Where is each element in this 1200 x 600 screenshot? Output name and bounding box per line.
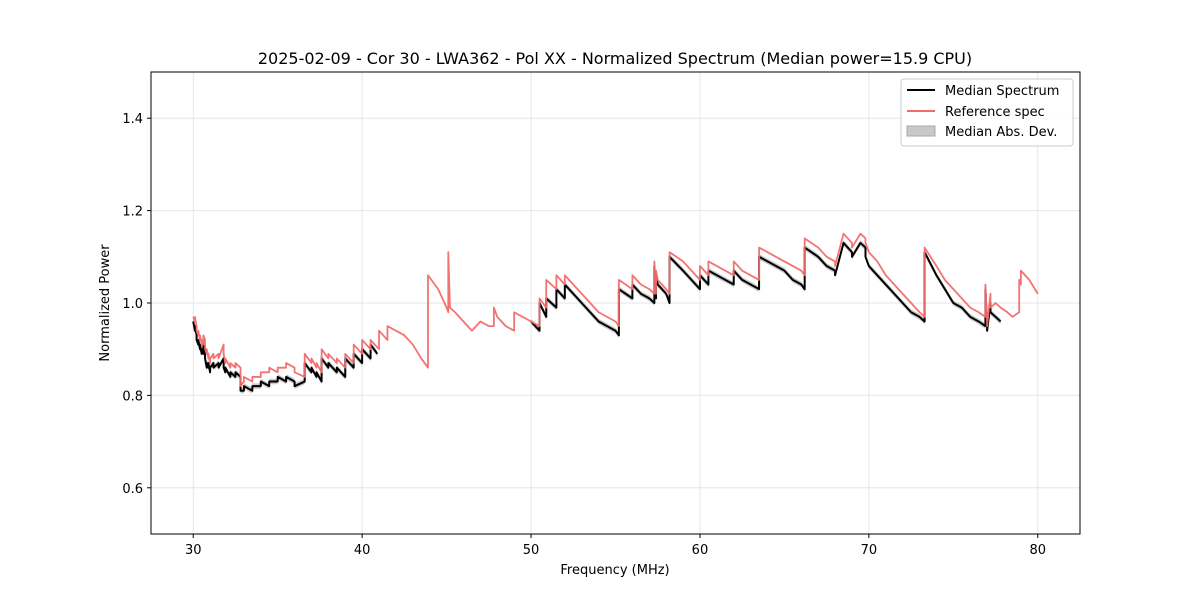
x-axis: 30 40 50 60 70 80	[185, 534, 1046, 558]
legend-label-median: Median Spectrum	[945, 84, 1059, 99]
legend-swatch-mad	[906, 125, 936, 137]
y-axis-label: Normalized Power	[98, 244, 113, 362]
chart-title: 2025-02-09 - Cor 30 - LWA362 - Pol XX - …	[258, 49, 972, 68]
y-axis: 0.6 0.8 1.0 1.2 1.4	[122, 112, 151, 497]
median-spectrum-line	[530, 241, 1002, 337]
legend: Median Spectrum Reference spec Median Ab…	[900, 78, 1074, 147]
plot-area	[192, 232, 1039, 394]
x-tick-label: 40	[354, 543, 371, 558]
y-tick-label: 1.4	[122, 112, 143, 127]
y-tick-label: 0.8	[122, 389, 143, 404]
median-spectrum-line	[192, 321, 379, 392]
legend-box	[900, 78, 1074, 147]
y-tick-label: 1.2	[122, 205, 143, 220]
x-tick-label: 50	[523, 543, 540, 558]
x-tick-label: 70	[861, 543, 878, 558]
x-tick-label: 30	[185, 543, 202, 558]
legend-label-mad: Median Abs. Dev.	[945, 125, 1057, 140]
x-axis-label: Frequency (MHz)	[560, 563, 669, 578]
y-tick-label: 1.0	[122, 297, 143, 312]
y-tick-label: 0.6	[122, 482, 143, 497]
x-tick-label: 60	[692, 543, 709, 558]
x-tick-label: 80	[1029, 543, 1046, 558]
legend-label-reference: Reference spec	[945, 105, 1045, 120]
reference-spectrum-line	[192, 232, 1039, 388]
